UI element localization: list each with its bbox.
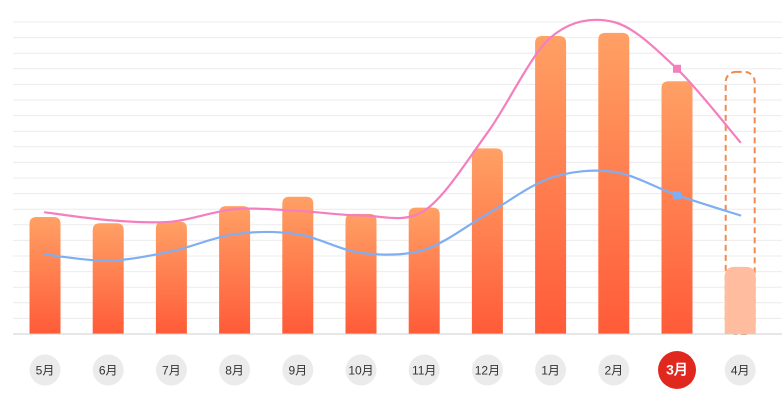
tick-label: 9月 <box>288 364 307 378</box>
category-pill-12月[interactable]: 12月 <box>471 354 503 386</box>
category-circle <box>724 354 756 386</box>
category-pill-3月[interactable]: 3月 <box>658 351 696 389</box>
bar-4月[interactable] <box>724 266 756 334</box>
bar-9月[interactable] <box>282 196 314 334</box>
tick-label: 12月 <box>475 364 500 378</box>
tick-label: 10月 <box>348 364 373 378</box>
bar-3月[interactable] <box>661 81 693 334</box>
category-circle <box>598 354 630 386</box>
series-lines <box>43 18 742 262</box>
bar-5月[interactable] <box>29 217 61 334</box>
series-marker-2 <box>673 191 681 200</box>
tick-label: 5月 <box>36 364 55 378</box>
bar-8月[interactable] <box>219 206 251 334</box>
category-circle <box>282 354 314 386</box>
bar-7月[interactable] <box>155 221 187 334</box>
category-pill-5月[interactable]: 5月 <box>29 354 61 386</box>
series-line-2 <box>43 169 742 262</box>
category-pill-9月[interactable]: 9月 <box>282 354 314 386</box>
category-pill-8月[interactable]: 8月 <box>219 354 251 386</box>
category-circle <box>219 354 251 386</box>
tick-label: 1月 <box>541 364 560 378</box>
bar-projection-outline <box>724 70 756 335</box>
category-circle <box>471 354 503 386</box>
category-pill-7月[interactable]: 7月 <box>155 354 187 386</box>
category-pill-10月[interactable]: 10月 <box>345 354 377 386</box>
bar-6月[interactable] <box>92 223 124 334</box>
category-circle <box>155 354 187 386</box>
tick-label: 8月 <box>225 364 244 378</box>
selected-category-circle <box>658 351 696 389</box>
category-circle <box>345 354 377 386</box>
category-circle <box>29 354 61 386</box>
tick-label: 4月 <box>731 364 750 378</box>
tick-label: 3月 <box>666 362 688 378</box>
category-pill-2月[interactable]: 2月 <box>598 354 630 386</box>
tick-label: 2月 <box>604 364 623 378</box>
category-pill-6月[interactable]: 6月 <box>92 354 124 386</box>
category-circle <box>535 354 567 386</box>
bar-11月[interactable] <box>408 207 440 334</box>
tick-label: 6月 <box>99 364 118 378</box>
bar-10月[interactable] <box>345 213 377 334</box>
tick-label: 7月 <box>162 364 181 378</box>
bar-2月[interactable] <box>598 32 630 335</box>
series-marker-1 <box>673 64 681 73</box>
bar-1月[interactable] <box>535 36 567 334</box>
category-pill-11月[interactable]: 11月 <box>408 354 440 386</box>
gridlines <box>13 21 782 319</box>
category-circle <box>408 354 440 386</box>
bars <box>29 32 756 335</box>
category-pill-4月[interactable]: 4月 <box>724 354 756 386</box>
category-circle <box>92 354 124 386</box>
category-pill-1月[interactable]: 1月 <box>535 354 567 386</box>
bar-12月[interactable] <box>471 148 503 334</box>
series-line-1 <box>43 18 742 224</box>
x-axis-labels: 5月 6月 7月 8月 9月 10月 11月 12月 1月 2月 3月 4月 <box>29 351 756 389</box>
tick-label: 11月 <box>412 364 436 378</box>
